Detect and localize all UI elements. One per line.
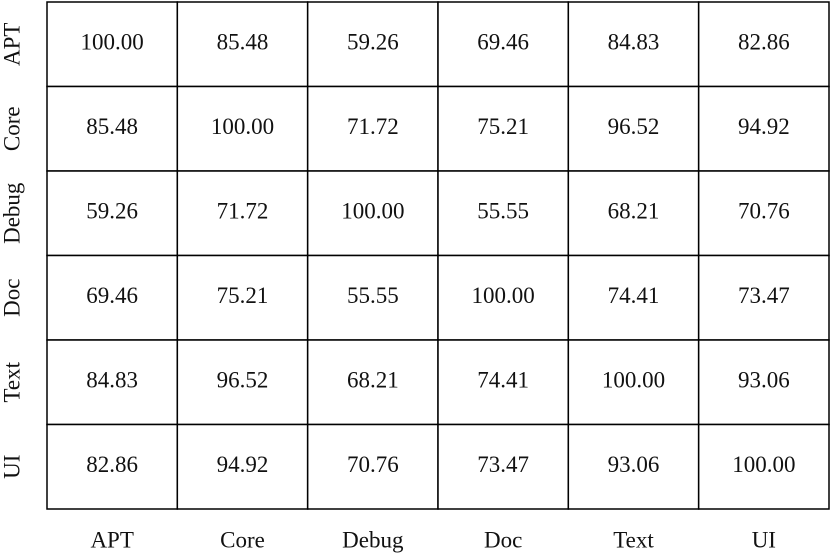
cell [437,1,570,88]
x-tick-label: Core [220,527,265,552]
cell [306,254,439,341]
cell-label: 71.72 [217,199,269,224]
x-tick-label: Debug [342,527,404,552]
cell [46,1,179,88]
x-tick-label: APT [90,527,133,552]
cell-label: 96.52 [608,114,660,139]
cell-label: 55.55 [477,199,529,224]
y-tick-label: Debug [0,182,24,244]
cell-label: 74.41 [608,283,660,308]
cell-label: 100.00 [341,199,404,224]
cell [437,423,570,510]
cell-label: 75.21 [217,283,269,308]
x-tick-label: Text [613,527,654,552]
x-tick-label: Doc [484,527,522,552]
cell-label: 69.46 [86,283,138,308]
y-tick-label: UI [0,455,24,479]
cell-label: 69.46 [477,30,529,55]
cell [697,85,830,172]
cell-label: 73.47 [738,283,790,308]
cell-label: 70.76 [347,452,399,477]
cell-label: 74.41 [477,368,529,393]
cell-label: 100.00 [472,283,535,308]
cell [697,339,830,426]
cell [567,339,700,426]
cell [46,423,179,510]
cell [176,85,309,172]
cell-label: 68.21 [608,199,660,224]
cell [437,339,570,426]
y-tick-label: APT [0,23,24,66]
cell-label: 100.00 [732,452,795,477]
cell-label: 70.76 [738,199,790,224]
cell-label: 85.48 [217,30,269,55]
cell-label: 84.83 [608,30,660,55]
cell [176,170,309,257]
cell-label: 94.92 [217,452,269,477]
cell [697,170,830,257]
cell [176,1,309,88]
cell-label: 59.26 [86,199,138,224]
cell-label: 71.72 [347,114,399,139]
cell-label: 75.21 [477,114,529,139]
cell-label: 94.92 [738,114,790,139]
cell [306,1,439,88]
cell [176,254,309,341]
cell [567,254,700,341]
cell [46,339,179,426]
cell-label: 93.06 [738,368,790,393]
cell [567,423,700,510]
cell [437,254,570,341]
x-tick-label: UI [752,527,776,552]
cell-label: 100.00 [81,30,144,55]
cell-label: 85.48 [86,114,138,139]
cell-label: 82.86 [738,30,790,55]
cell [437,85,570,172]
cell-label: 82.86 [86,452,138,477]
y-tick-label: Text [0,361,24,402]
cell [697,254,830,341]
cell [567,170,700,257]
cell-label: 59.26 [347,30,399,55]
cell-label: 96.52 [217,368,269,393]
cell [697,1,830,88]
cell [46,254,179,341]
cell [306,339,439,426]
cell-label: 100.00 [211,114,274,139]
cell [437,170,570,257]
cell-label: 55.55 [347,283,399,308]
y-tick-label: Doc [0,279,24,317]
cell-label: 84.83 [86,368,138,393]
y-tick-label: Core [0,106,24,151]
cell-label: 93.06 [608,452,660,477]
cell-label: 100.00 [602,368,665,393]
cell-label: 68.21 [347,368,399,393]
cell-label: 73.47 [477,452,529,477]
cell [697,423,830,510]
